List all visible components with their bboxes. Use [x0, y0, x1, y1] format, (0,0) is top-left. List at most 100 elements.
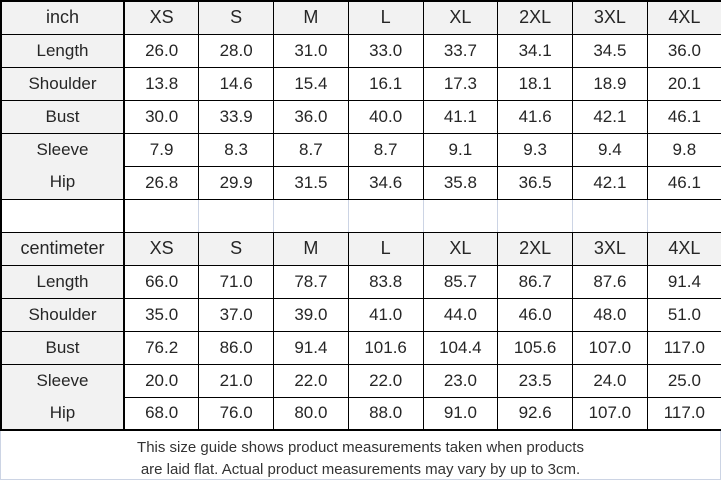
spacer-cell [198, 198, 274, 233]
measurement-cell: 76.0 [198, 396, 274, 431]
inch-sleeve-row: Sleeve 7.9 8.3 8.7 8.7 9.1 9.3 9.4 9.8 [0, 132, 721, 167]
measurement-cell: 80.0 [273, 396, 349, 431]
measurement-cell: 86.0 [198, 330, 274, 365]
measurement-cell: 8.3 [198, 132, 274, 167]
measurement-cell: 76.2 [123, 330, 200, 365]
measurement-cell: 85.7 [422, 264, 499, 299]
size-header-l: L [347, 0, 424, 35]
footer-note: This size guide shows product measuremen… [0, 431, 721, 480]
measurement-cell: 9.4 [572, 132, 648, 167]
measurement-cell: 39.0 [273, 297, 349, 332]
measurement-cell: 18.9 [572, 66, 648, 101]
measurement-cell: 40.0 [347, 99, 424, 134]
measurement-cell: 35.8 [422, 165, 499, 200]
measurement-cell: 23.5 [497, 363, 573, 398]
spacer-cell [497, 198, 573, 233]
row-label-shoulder: Shoulder [0, 297, 125, 332]
measurement-cell: 22.0 [273, 363, 349, 398]
measurement-cell: 36.5 [497, 165, 573, 200]
size-header-s: S [198, 231, 274, 266]
measurement-cell: 33.0 [347, 33, 424, 68]
size-header-m: M [273, 0, 349, 35]
measurement-cell: 48.0 [572, 297, 648, 332]
measurement-cell: 34.6 [347, 165, 424, 200]
measurement-cell: 104.4 [422, 330, 499, 365]
measurement-cell: 15.4 [273, 66, 349, 101]
cm-sleeve-row: Sleeve 20.0 21.0 22.0 22.0 23.0 23.5 24.… [0, 363, 721, 398]
measurement-cell: 26.0 [123, 33, 200, 68]
row-label-length: Length [0, 264, 125, 299]
measurement-cell: 41.6 [497, 99, 573, 134]
size-header-4xl: 4XL [646, 0, 721, 35]
size-guide-table: inch XS S M L XL 2XL 3XL 4XL Length 26.0… [0, 0, 721, 431]
row-label-hip: Hip [0, 397, 125, 431]
measurement-cell: 66.0 [123, 264, 200, 299]
measurement-cell: 87.6 [572, 264, 648, 299]
row-label-hip: Hip [0, 166, 125, 200]
spacer-row [0, 198, 721, 233]
measurement-cell: 46.0 [497, 297, 573, 332]
spacer-cell [422, 198, 499, 233]
measurement-cell: 16.1 [347, 66, 424, 101]
size-header-s: S [198, 0, 274, 35]
measurement-cell: 83.8 [347, 264, 424, 299]
cm-hip-row: Hip 68.0 76.0 80.0 88.0 91.0 92.6 107.0 … [0, 396, 721, 431]
measurement-cell: 7.9 [123, 132, 200, 167]
spacer-cell [646, 198, 721, 233]
measurement-cell: 24.0 [572, 363, 648, 398]
row-label-sleeve: Sleeve [0, 363, 125, 397]
measurement-cell: 30.0 [123, 99, 200, 134]
footer-note-line2: are laid flat. Actual product measuremen… [140, 461, 581, 478]
size-header-xs: XS [123, 0, 200, 35]
measurement-cell: 23.0 [422, 363, 499, 398]
row-label-sleeve: Sleeve [0, 132, 125, 166]
footer-note-line1: This size guide shows product measuremen… [137, 439, 584, 456]
measurement-cell: 68.0 [123, 396, 200, 431]
spacer-cell [273, 198, 349, 233]
measurement-cell: 13.8 [123, 66, 200, 101]
measurement-cell: 17.3 [422, 66, 499, 101]
measurement-cell: 20.0 [123, 363, 200, 398]
measurement-cell: 86.7 [497, 264, 573, 299]
measurement-cell: 9.1 [422, 132, 499, 167]
measurement-cell: 31.0 [273, 33, 349, 68]
measurement-cell: 117.0 [646, 330, 721, 365]
inch-header-row: inch XS S M L XL 2XL 3XL 4XL [0, 0, 721, 35]
measurement-cell: 71.0 [198, 264, 274, 299]
inch-length-row: Length 26.0 28.0 31.0 33.0 33.7 34.1 34.… [0, 33, 721, 68]
measurement-cell: 34.5 [572, 33, 648, 68]
measurement-cell: 33.9 [198, 99, 274, 134]
measurement-cell: 25.0 [646, 363, 721, 398]
measurement-cell: 42.1 [572, 165, 648, 200]
cm-bust-row: Bust 76.2 86.0 91.4 101.6 104.4 105.6 10… [0, 330, 721, 365]
size-header-m: M [273, 231, 349, 266]
spacer-cell [0, 198, 125, 233]
measurement-cell: 37.0 [198, 297, 274, 332]
measurement-cell: 36.0 [646, 33, 721, 68]
size-header-4xl: 4XL [646, 231, 721, 266]
measurement-cell: 46.1 [646, 165, 721, 200]
measurement-cell: 92.6 [497, 396, 573, 431]
measurement-cell: 42.1 [572, 99, 648, 134]
row-label-bust: Bust [0, 330, 125, 365]
measurement-cell: 8.7 [347, 132, 424, 167]
row-label-bust: Bust [0, 99, 125, 134]
measurement-cell: 51.0 [646, 297, 721, 332]
measurement-cell: 35.0 [123, 297, 200, 332]
measurement-cell: 9.8 [646, 132, 721, 167]
size-header-2xl: 2XL [497, 0, 573, 35]
size-header-xs: XS [123, 231, 200, 266]
spacer-cell [347, 198, 424, 233]
unit-label-centimeter: centimeter [0, 231, 125, 266]
measurement-cell: 88.0 [347, 396, 424, 431]
inch-bust-row: Bust 30.0 33.9 36.0 40.0 41.1 41.6 42.1 … [0, 99, 721, 134]
measurement-cell: 18.1 [497, 66, 573, 101]
size-header-xl: XL [422, 0, 499, 35]
measurement-cell: 33.7 [422, 33, 499, 68]
measurement-cell: 101.6 [347, 330, 424, 365]
measurement-cell: 117.0 [646, 396, 721, 431]
unit-label-inch: inch [0, 0, 125, 35]
inch-hip-row: Hip 26.8 29.9 31.5 34.6 35.8 36.5 42.1 4… [0, 165, 721, 200]
measurement-cell: 26.8 [123, 165, 200, 200]
